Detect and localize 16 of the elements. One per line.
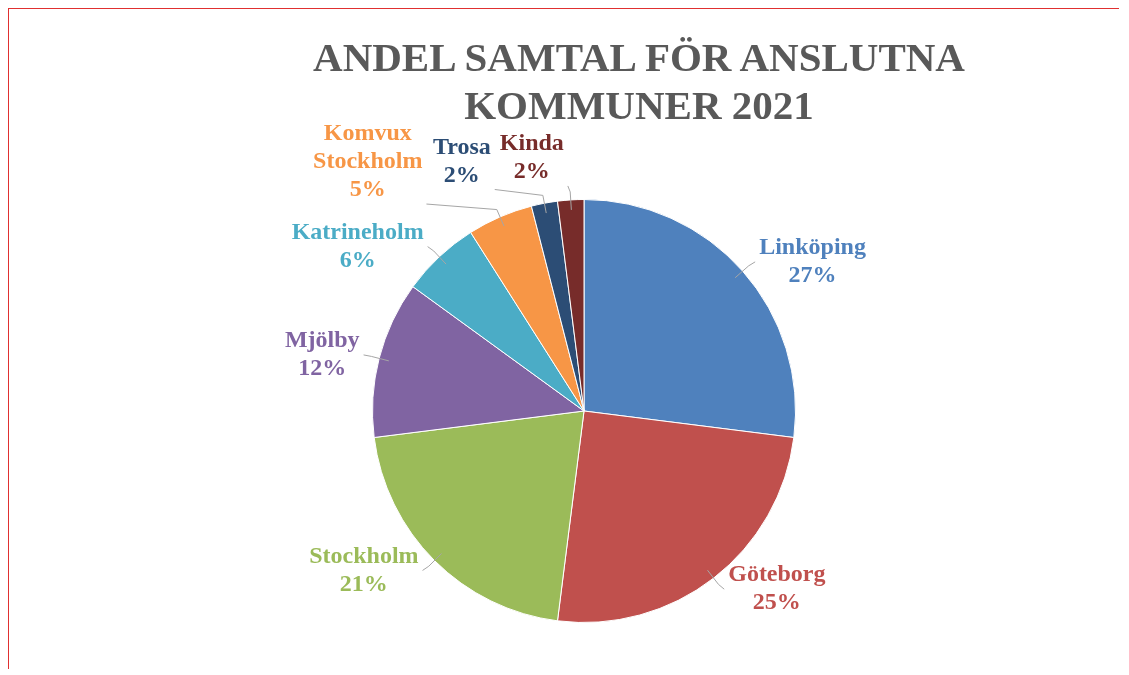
data-label: 12% xyxy=(298,354,347,381)
slice-label: Kinda xyxy=(499,129,564,156)
slice-label: Katrineholm xyxy=(291,217,424,244)
data-label: 25% xyxy=(752,588,801,615)
data-label: 6% xyxy=(339,245,376,272)
data-label: 2% xyxy=(513,157,550,184)
slice-label: Komvux Stockholm xyxy=(313,119,423,174)
slice-label: Göteborg xyxy=(728,560,826,587)
slice-label: Mjölby xyxy=(284,326,360,353)
data-label: 2% xyxy=(443,160,480,187)
data-label: 21% xyxy=(339,569,388,596)
slice-label: Trosa xyxy=(432,132,491,159)
slice-label: Linköping xyxy=(759,233,866,260)
data-label: 5% xyxy=(349,175,386,202)
data-label: 27% xyxy=(788,261,837,288)
slice-label: Stockholm xyxy=(309,541,419,568)
